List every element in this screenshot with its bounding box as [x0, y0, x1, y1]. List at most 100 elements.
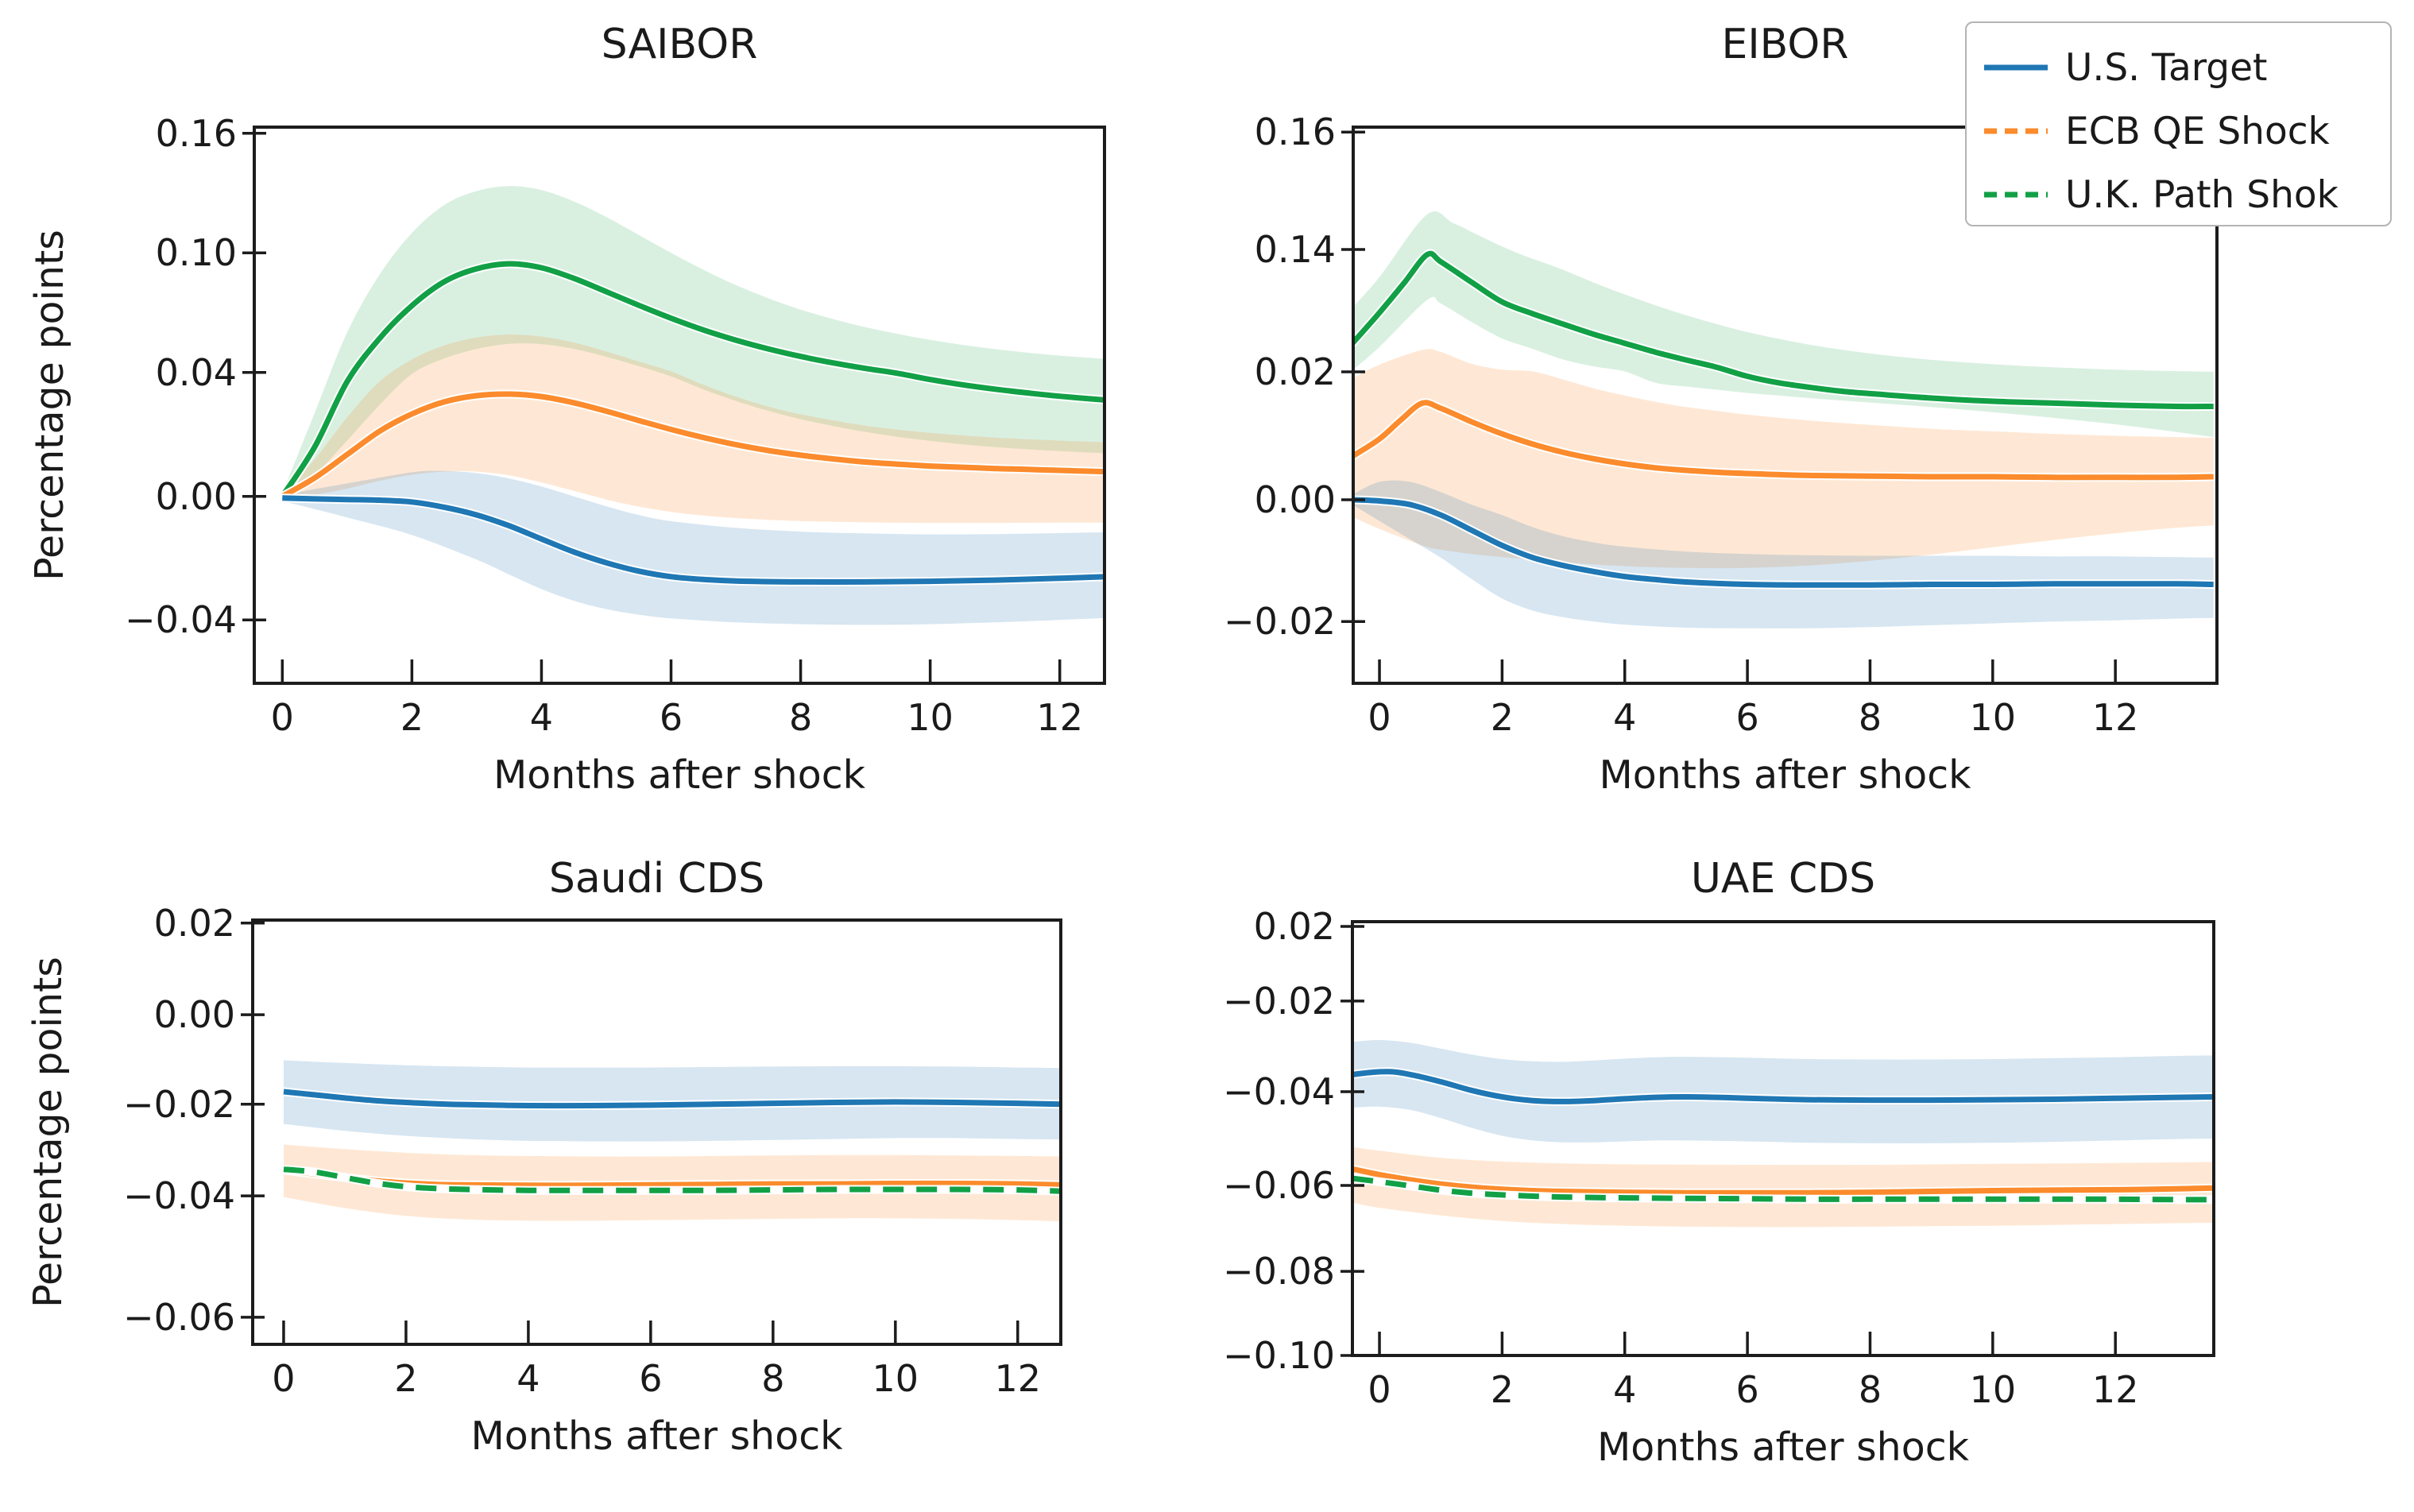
saudi_cds-y-axis-label: Percentage points — [25, 957, 71, 1308]
uae_cds-xtick-label: 12 — [2091, 1368, 2139, 1411]
uae_cds-xtick-label: 10 — [1969, 1368, 2017, 1411]
eibor-xtick-label: 8 — [1858, 696, 1882, 739]
saibor-plot-area — [242, 126, 1106, 685]
eibor-xtick-label: 6 — [1735, 696, 1759, 739]
eibor-frame — [1352, 126, 2219, 685]
saibor-y-axis-label: Percentage points — [26, 230, 72, 581]
eibor-us_target-band — [1353, 480, 2214, 628]
saudi_cds-xtick-label: 6 — [639, 1357, 663, 1400]
eibor-ytick-label: −0.02 — [1224, 600, 1336, 644]
saibor-us_target-band — [282, 470, 1104, 625]
saudi_cds-xtick-label: 10 — [872, 1357, 919, 1400]
saudi_cds-ytick-label: 0.02 — [153, 901, 235, 945]
uae_cds-ecb_qe-band — [1352, 1147, 2214, 1228]
legend-line-us-target-icon — [1984, 64, 2048, 71]
saibor-xtick-label: 2 — [400, 696, 424, 739]
saudi_cds-xtick-label: 12 — [994, 1357, 1042, 1400]
saudi_cds-xtick-label: 0 — [272, 1357, 296, 1400]
eibor-xtick-label: 4 — [1613, 696, 1637, 739]
eibor-xtick-label: 0 — [1368, 696, 1391, 739]
uae_cds-ytick-label: 0.02 — [1253, 905, 1335, 948]
saibor-uk_path-line — [280, 261, 1104, 498]
eibor-plot-area — [1341, 126, 2219, 685]
saibor-xtick-label: 6 — [659, 696, 683, 739]
legend-item-uk-path: U.K. Path Shok — [1967, 160, 2390, 229]
legend-item-ecb-qe: ECB QE Shock — [1967, 97, 2390, 165]
uae_cds-uk_path-line — [1352, 1175, 2214, 1203]
saibor-xtick-label: 4 — [529, 696, 554, 739]
uae_cds-xtick-label: 8 — [1858, 1368, 1882, 1411]
eibor-ytick-label: 0.02 — [1254, 350, 1336, 393]
uae_cds-xtick-label: 2 — [1490, 1368, 1515, 1411]
uae_cds-ytick-label: −0.06 — [1223, 1163, 1335, 1207]
uae_cds-ytick-label: −0.04 — [1223, 1070, 1335, 1114]
eibor-ytick-label: 0.16 — [1254, 110, 1336, 154]
saibor-ecb_qe-band — [282, 334, 1104, 524]
uae_cds-ytick-label: −0.10 — [1223, 1334, 1335, 1377]
legend-item-us-target: U.S. Target — [1967, 33, 2390, 102]
saudi_cds-plot-area — [241, 918, 1062, 1346]
saudi_cds-uk_path-line — [283, 1166, 1061, 1194]
legend-label-us-target: U.S. Target — [2065, 45, 2268, 90]
uae_cds-ytick-label: −0.02 — [1223, 979, 1335, 1023]
saudi_cds-ytick-label: 0.00 — [153, 993, 235, 1037]
saudi_cds-title: Saudi CDS — [548, 855, 765, 903]
saibor-us_target-line — [282, 495, 1104, 586]
saibor-xtick-label: 12 — [1036, 696, 1083, 739]
legend-line-uk-path-icon — [1984, 191, 2048, 198]
saudi_cds-frame — [251, 918, 1062, 1346]
eibor-ecb_qe-line — [1353, 400, 2214, 481]
uae_cds-xtick-label: 6 — [1735, 1368, 1759, 1411]
saudi_cds-xtick-label: 8 — [761, 1357, 785, 1400]
saibor-ytick-label: 0.10 — [155, 231, 237, 275]
eibor-xtick-label: 2 — [1490, 696, 1515, 739]
uae_cds-plot-area — [1340, 920, 2215, 1357]
eibor-xtick-label: 12 — [2091, 696, 2139, 739]
uae_cds-xtick-label: 0 — [1368, 1368, 1391, 1411]
legend-box: U.S. Target ECB QE Shock U.K. Path Shok — [1965, 21, 2392, 226]
saudi_cds-us_target-line — [283, 1089, 1061, 1109]
saudi_cds-xtick-label: 4 — [516, 1357, 540, 1400]
uae_cds-x-axis-label: Months after shock — [1596, 1425, 1970, 1470]
saudi_cds-series-group — [279, 1060, 1061, 1222]
legend-label-ecb-qe: ECB QE Shock — [2065, 109, 2330, 153]
uae_cds-series-group — [1352, 1039, 2214, 1228]
eibor-x-axis-label: Months after shock — [1599, 752, 1971, 798]
saibor-ecb_qe-line — [280, 391, 1104, 499]
saibor-frame — [253, 126, 1106, 685]
saibor-ytick-label: 0.04 — [155, 350, 237, 394]
saibor-series-group — [277, 186, 1104, 625]
uae_cds-ytick-label: −0.08 — [1223, 1250, 1335, 1294]
legend-line-ecb-qe-icon — [1984, 128, 2048, 134]
uae_cds-frame — [1351, 920, 2215, 1357]
eibor-ytick-label: 0.14 — [1254, 228, 1336, 271]
eibor-title: EIBOR — [1721, 21, 1849, 68]
uae_cds-xtick-label: 4 — [1613, 1368, 1637, 1411]
eibor-uk_path-line — [1353, 250, 2214, 410]
eibor-series-group — [1353, 211, 2217, 628]
saudi_cds-xtick-label: 2 — [394, 1357, 418, 1400]
saudi_cds-ytick-label: −0.02 — [123, 1082, 235, 1126]
saibor-xtick-label: 10 — [907, 696, 954, 739]
eibor-uk_path-band — [1353, 211, 2214, 438]
saibor-xtick-label: 8 — [788, 696, 813, 739]
eibor-ytick-label: 0.00 — [1254, 478, 1336, 521]
uae_cds-title: UAE CDS — [1690, 855, 1876, 903]
saibor-xtick-label: 0 — [270, 696, 294, 739]
saibor-title: SAIBOR — [601, 21, 758, 68]
saudi_cds-x-axis-label: Months after shock — [470, 1413, 843, 1459]
saibor-x-axis-label: Months after shock — [493, 752, 866, 798]
uae_cds-us_target-band — [1352, 1039, 2214, 1143]
saibor-ytick-label: 0.16 — [155, 111, 237, 155]
uae_cds-ecb_qe-line — [1352, 1166, 2214, 1196]
saudi_cds-ytick-label: −0.04 — [123, 1174, 235, 1218]
uae_cds-us_target-line — [1352, 1069, 2214, 1104]
saudi_cds-ytick-label: −0.06 — [123, 1295, 235, 1339]
saibor-ytick-label: −0.04 — [125, 598, 237, 642]
saibor-ytick-label: 0.00 — [155, 474, 237, 518]
eibor-ecb_qe-band — [1353, 349, 2214, 569]
legend-label-uk-path: U.K. Path Shok — [2065, 172, 2339, 217]
eibor-us_target-line — [1353, 497, 2214, 588]
eibor-xtick-label: 10 — [1969, 696, 2017, 739]
